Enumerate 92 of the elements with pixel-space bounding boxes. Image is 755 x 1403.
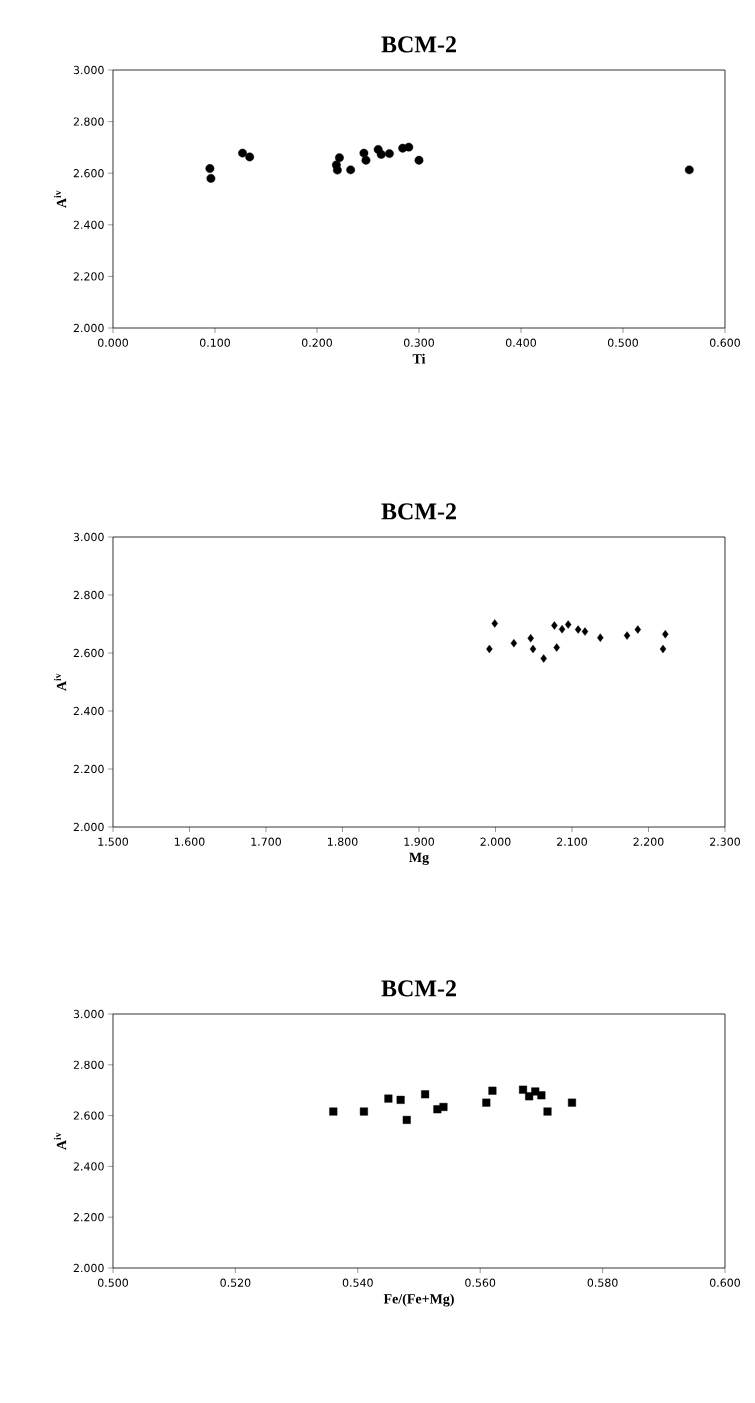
y-axis-title: A$^{iv}$	[54, 673, 67, 691]
point	[662, 629, 669, 639]
point	[414, 155, 424, 165]
y-tick-label: 2.400	[73, 706, 104, 716]
x-tick-label: 1.800	[327, 837, 358, 846]
x-tick-label: 0.000	[97, 338, 128, 347]
chart-title: BCM-2	[381, 36, 456, 53]
y-tick-label: 2.200	[73, 1213, 104, 1222]
x-tick-label: 0.100	[199, 338, 230, 347]
y-axis-title: A$^{iv}$	[54, 190, 67, 208]
point	[488, 1086, 497, 1095]
x-tick-label: 0.600	[709, 338, 740, 347]
point	[421, 1090, 430, 1099]
x-axis-title: Ti	[412, 353, 426, 364]
y-axis-title: A$^{iv}$	[54, 1132, 67, 1150]
x-tick-label: 2.200	[633, 837, 664, 846]
y-tick-label: 3.000	[73, 1009, 104, 1019]
x-tick-label: 1.500	[98, 837, 128, 846]
point	[537, 1091, 546, 1100]
point	[623, 631, 631, 640]
x-tick-label: 0.580	[587, 1278, 618, 1287]
point	[385, 149, 394, 159]
y-tick-label: 2.000	[73, 1263, 104, 1273]
x-tick-label: 0.520	[220, 1278, 251, 1287]
point	[684, 165, 694, 175]
point	[543, 1107, 552, 1116]
point	[384, 1094, 393, 1103]
x-tick-label: 2.000	[480, 837, 511, 846]
x-tick-label: 0.540	[342, 1278, 373, 1287]
point	[335, 153, 344, 163]
x-tick-label: 0.500	[607, 338, 638, 347]
point	[396, 1095, 405, 1104]
x-tick-label: 2.100	[557, 837, 587, 846]
point	[376, 149, 386, 159]
x-tick-label: 0.500	[97, 1278, 128, 1287]
y-tick-label: 2.600	[73, 169, 104, 178]
y-tick-label: 2.400	[73, 1162, 104, 1171]
x-axis-title: Mg	[409, 852, 429, 865]
x-tick-label: 2.300	[710, 837, 740, 846]
chart-title: BCM-2	[381, 503, 456, 520]
y-tick-label: 2.800	[73, 590, 104, 600]
point	[597, 633, 604, 642]
y-tick-label: 2.600	[73, 648, 104, 658]
point	[574, 625, 582, 634]
y-tick-label: 3.000	[73, 65, 104, 75]
point	[205, 164, 215, 173]
point	[245, 152, 255, 162]
point	[540, 654, 547, 663]
point	[529, 644, 537, 654]
point	[553, 643, 560, 652]
chart-title: BCM-2	[381, 980, 456, 997]
point	[486, 644, 493, 654]
point	[359, 148, 369, 158]
x-tick-label: 0.400	[505, 338, 536, 347]
y-tick-label: 2.400	[73, 220, 104, 229]
point	[564, 620, 572, 629]
x-tick-label: 0.300	[403, 338, 434, 347]
point	[510, 638, 518, 648]
y-tick-label: 2.200	[73, 764, 104, 774]
point	[361, 155, 371, 165]
point	[551, 621, 558, 630]
x-tick-label: 1.600	[174, 837, 205, 846]
point	[359, 1107, 368, 1116]
y-tick-label: 2.800	[73, 117, 104, 126]
point	[519, 1085, 528, 1094]
point	[206, 173, 216, 183]
point	[346, 165, 356, 175]
x-tick-label: 0.600	[709, 1278, 740, 1287]
x-tick-label: 1.900	[404, 837, 434, 846]
point	[402, 1115, 411, 1124]
point	[527, 634, 534, 643]
point	[439, 1102, 448, 1111]
point	[558, 625, 566, 634]
point	[659, 644, 667, 654]
point	[634, 625, 641, 634]
point	[581, 627, 589, 636]
point	[238, 148, 247, 158]
x-tick-label: 1.700	[251, 837, 281, 846]
point	[329, 1107, 338, 1116]
y-tick-label: 2.000	[73, 822, 104, 832]
y-tick-label: 2.600	[73, 1111, 104, 1120]
point	[491, 619, 498, 628]
point	[404, 142, 414, 152]
x-tick-label: 0.560	[465, 1278, 496, 1287]
y-tick-label: 2.200	[73, 272, 104, 281]
y-tick-label: 2.800	[73, 1060, 104, 1069]
x-tick-label: 0.200	[301, 338, 332, 347]
point	[567, 1098, 576, 1107]
x-axis-title: Fe/(Fe+Mg)	[383, 1293, 454, 1307]
y-tick-label: 2.000	[73, 323, 104, 333]
point	[482, 1098, 491, 1107]
y-tick-label: 3.000	[73, 532, 104, 542]
